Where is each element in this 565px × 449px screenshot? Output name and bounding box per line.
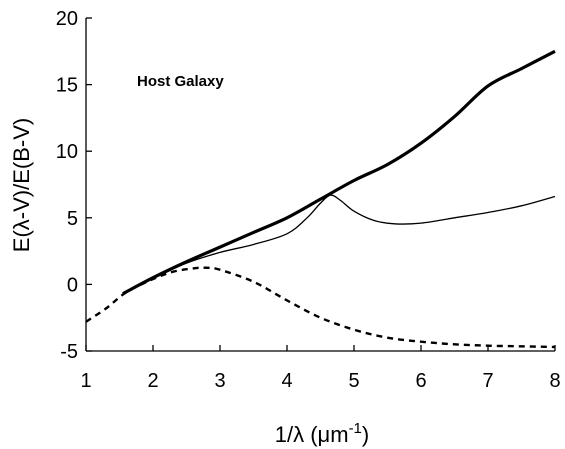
x-tick-label: 3 — [214, 370, 225, 392]
y-tick-label: 0 — [67, 274, 78, 296]
x-axis-title-close: ) — [362, 422, 369, 447]
y-tick-label: 20 — [56, 8, 78, 30]
bump-extinction-curve — [122, 194, 556, 295]
host-galaxy-annotation: Host Galaxy — [137, 73, 224, 90]
x-axis-title-sup: -1 — [349, 420, 362, 437]
series-layer — [85, 49, 556, 349]
x-tick-label: 7 — [482, 370, 493, 392]
total-extinction-curve — [122, 49, 556, 296]
y-tick-label: 5 — [67, 208, 78, 230]
x-tick-label: 8 — [549, 370, 560, 392]
x-tick-label: 4 — [281, 370, 292, 392]
dashed-component-curve — [85, 266, 556, 349]
x-axis-title: 1/λ (μm-1) — [275, 420, 369, 447]
y-tick-label: 15 — [56, 75, 78, 97]
axes: -5 0 5 10 15 20 1 2 3 4 5 6 7 8 — [56, 8, 561, 392]
y-axis-title: E(λ-V)/E(B-V) — [9, 118, 34, 252]
x-axis-title-main: 1/λ (μm — [275, 422, 349, 447]
y-tick-label: -5 — [60, 341, 78, 363]
x-tick-label: 1 — [80, 370, 91, 392]
y-tick-label: 10 — [56, 141, 78, 163]
x-tick-label: 2 — [147, 370, 158, 392]
x-tick-label: 6 — [415, 370, 426, 392]
x-tick-label: 5 — [348, 370, 359, 392]
